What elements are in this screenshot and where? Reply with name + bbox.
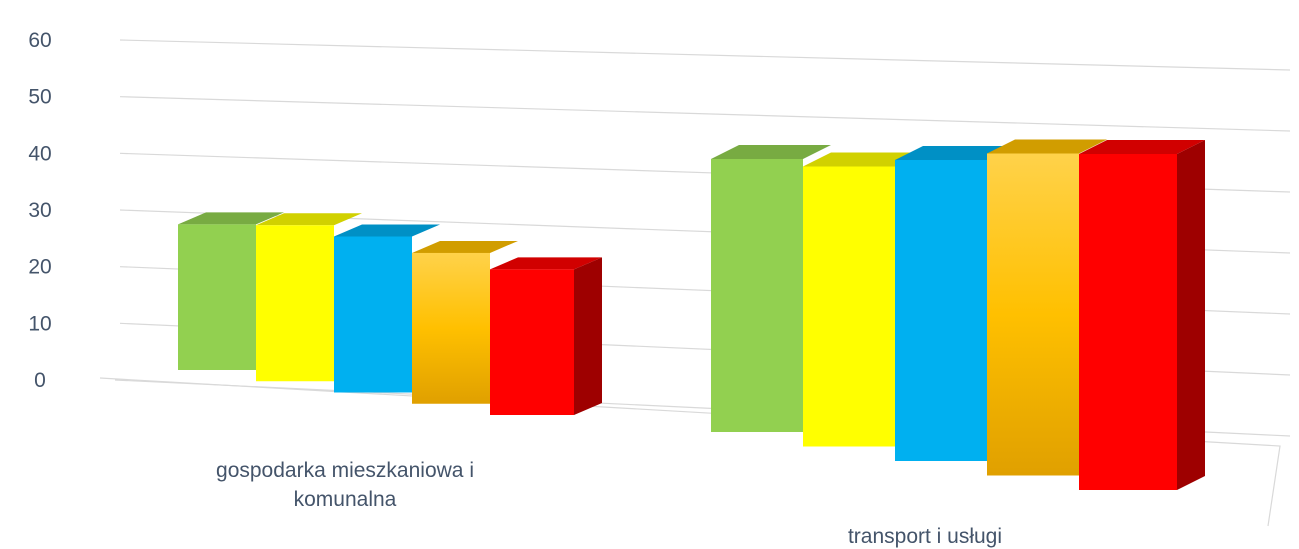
bar-front-face [803,166,895,447]
y-tick-label: 60 [28,29,51,52]
bar-front-face [490,269,574,415]
bar-front-face [711,159,803,432]
bar-front-face [412,252,490,404]
bars [178,139,1205,490]
bar-top-face [803,152,923,167]
y-tick-label: 50 [28,86,51,109]
y-tick-label: 10 [28,312,51,335]
x-axis: gospodarka mieszkaniowa i komunalna transp… [216,459,1002,548]
bar [412,240,518,404]
bar-front-face [334,236,412,393]
bar-top-face [895,146,1015,160]
bar-front-face [178,224,256,370]
y-tick-label: 20 [28,256,51,279]
bar-front-face [987,153,1079,476]
bar-side-face [1177,140,1205,490]
bar [711,145,831,432]
gridline-50 [119,96,1291,132]
bar-top-face [711,145,831,159]
bar-top-face [178,212,284,225]
bar-front-face [1079,154,1177,490]
bar-top-face [256,213,362,226]
bar-front-face [256,225,334,382]
bar-top-face [1079,140,1205,154]
category-label: transport i usługi [848,525,1002,548]
gridline-60 [119,39,1291,71]
bar [334,224,440,393]
y-axis: 0 10 20 30 40 50 60 [28,29,51,392]
bar-top-face [412,240,518,253]
bar [178,212,284,370]
bar-top-face [987,139,1107,154]
category-label: gospodarka mieszkaniowa i komunalna [216,459,474,511]
bar [490,257,602,415]
bar-top-face [334,224,440,237]
bar-front-face [895,160,987,461]
bar [803,152,923,447]
bar-side-face [574,257,602,415]
bar [987,139,1107,476]
bar-top-face [490,257,602,270]
y-tick-label: 30 [28,199,51,222]
bar [1079,140,1205,490]
bar [895,146,1015,461]
bar [256,213,362,382]
y-tick-label: 0 [34,369,46,392]
y-tick-label: 40 [28,142,51,165]
